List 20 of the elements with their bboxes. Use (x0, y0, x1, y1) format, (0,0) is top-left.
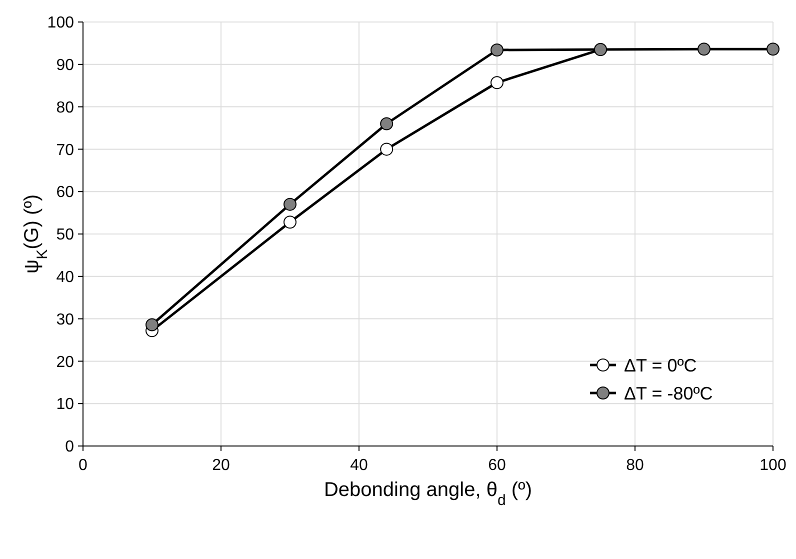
x-tick-label: 20 (212, 457, 230, 474)
legend-label: ΔT = -80ºC (624, 383, 713, 404)
y-tick-label: 90 (56, 57, 74, 74)
legend-label: ΔT = 0ºC (624, 355, 697, 376)
y-tick-label: 70 (56, 142, 74, 159)
y-tick-label: 10 (56, 396, 74, 414)
y-tick-label: 30 (56, 311, 74, 328)
y-tick-label: 80 (56, 99, 74, 116)
y-tick-label: 20 (56, 354, 74, 371)
x-tick-label: 80 (626, 457, 644, 474)
y-tick-label: 0 (65, 438, 74, 456)
y-tick-label: 40 (56, 269, 74, 286)
y-tick-label: 60 (56, 184, 74, 202)
x-tick-label: 60 (488, 457, 506, 474)
y-tick-label: 100 (47, 14, 74, 32)
y-tick-label: 50 (56, 226, 74, 244)
x-tick-label: 0 (78, 457, 88, 474)
x-tick-label: 40 (350, 457, 368, 474)
x-axis-title: Debonding angle, θ$_{d}$ (º) (324, 479, 532, 508)
x-tick-label: 100 (760, 457, 786, 474)
